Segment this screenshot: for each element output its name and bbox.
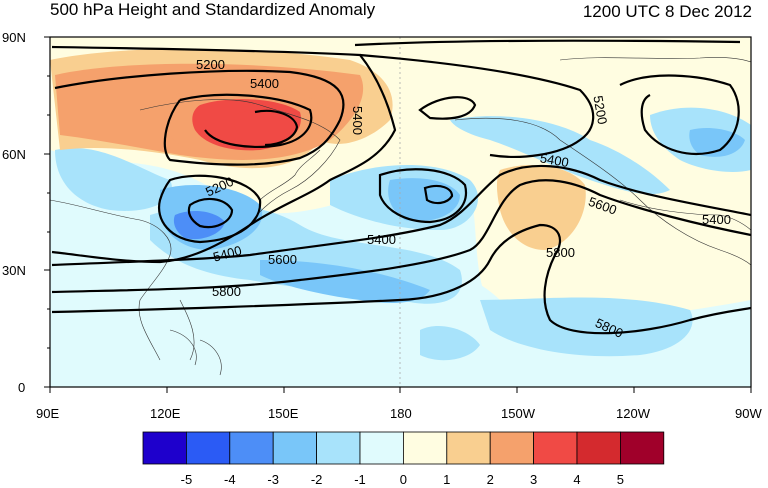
height-contours xyxy=(51,39,751,335)
latitude-axis: 90N 60N 30N 0 xyxy=(2,30,50,395)
anomaly-fill xyxy=(50,37,751,387)
colorbar-label: -1 xyxy=(354,472,366,487)
colorbar-label: 5 xyxy=(617,472,624,487)
colorbar-swatch xyxy=(620,431,665,465)
colorbar-swatch xyxy=(402,431,448,465)
contour-label: 5800 xyxy=(212,284,241,299)
colorbar-label: -3 xyxy=(267,472,279,487)
colorbar-swatch xyxy=(446,431,491,465)
lon-label-90w: 90W xyxy=(735,406,762,421)
lat-label-0: 0 xyxy=(18,380,25,395)
colorbar-swatch xyxy=(142,431,187,465)
longitude-axis: 90E 120E 150E 180 150W 120W 90W xyxy=(36,387,762,421)
map-timestamp: 1200 UTC 8 Dec 2012 xyxy=(582,2,752,21)
lat-label-90n: 90N xyxy=(2,30,26,45)
map-title: 500 hPa Height and Standardized Anomaly xyxy=(50,0,376,19)
colorbar-label: 3 xyxy=(530,472,537,487)
lon-label-150w: 150W xyxy=(501,406,536,421)
colorbar-swatch xyxy=(359,431,404,465)
colorbar-label: 4 xyxy=(573,472,580,487)
contour-label: 5200 xyxy=(196,57,225,72)
contour-label: 5200 xyxy=(590,94,610,125)
colorbar-label: -2 xyxy=(311,472,323,487)
colorbar-swatch xyxy=(272,431,318,465)
coastlines xyxy=(50,57,751,376)
contour-label: 5400 xyxy=(211,243,243,265)
lon-label-150e: 150E xyxy=(268,406,299,421)
colorbar-label: -5 xyxy=(181,472,193,487)
colorbar-swatch xyxy=(229,431,274,465)
lon-label-180: 180 xyxy=(390,406,412,421)
colorbar-label: -4 xyxy=(224,472,236,487)
colorbar-swatch xyxy=(576,431,621,465)
colorbar-swatch xyxy=(489,431,535,465)
colorbar-label: 0 xyxy=(400,472,407,487)
lon-label-120w: 120W xyxy=(616,406,651,421)
colorbar-swatch xyxy=(533,431,578,465)
colorbar: -5 -4 -3 -2 -1 0 1 2 3 4 5 xyxy=(142,431,665,487)
colorbar-swatch xyxy=(316,431,361,465)
colorbar-swatch xyxy=(185,431,231,465)
lat-label-60n: 60N xyxy=(2,147,26,162)
contour-label: 5400 xyxy=(539,150,570,170)
contour-label: 5400 xyxy=(350,106,365,135)
contour-label: 5400 xyxy=(250,76,279,91)
contour-label: 5800 xyxy=(546,245,575,260)
contour-label: 5600 xyxy=(268,252,297,267)
colorbar-label: 2 xyxy=(487,472,494,487)
lat-label-30n: 30N xyxy=(2,263,26,278)
colorbar-label: 1 xyxy=(443,472,450,487)
contour-label: 5400 xyxy=(702,212,731,227)
contour-label: 5400 xyxy=(367,232,396,247)
lon-label-120e: 120E xyxy=(150,406,181,421)
lon-label-90e: 90E xyxy=(36,406,59,421)
